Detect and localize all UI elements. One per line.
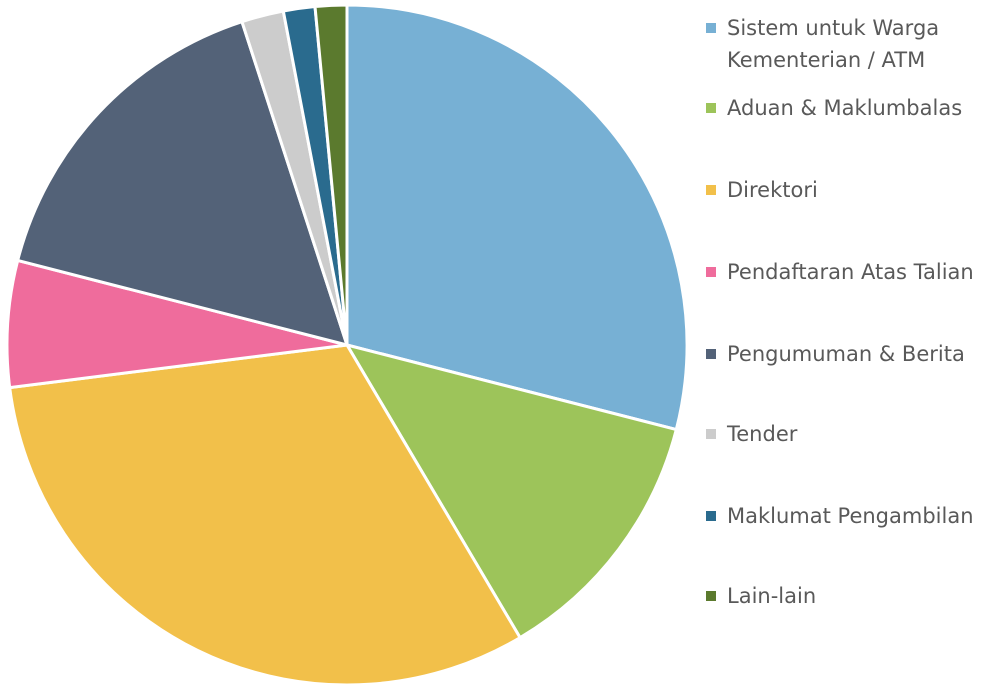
legend-entry: Maklumat Pengambilan [706, 500, 976, 532]
legend-entry: Pendaftaran Atas Talian [706, 256, 976, 288]
legend-swatch [706, 429, 716, 439]
legend-swatch [706, 185, 716, 195]
pie-slice [345, 3, 689, 432]
legend-label: Direktori [727, 178, 818, 202]
legend-entry: Tender [706, 418, 976, 450]
legend-entry: Sistem untuk Warga Kementerian / ATM [706, 12, 976, 76]
legend-swatch [706, 511, 716, 521]
legend-swatch [706, 349, 716, 359]
legend-swatch [706, 23, 716, 33]
pie-slice [313, 3, 349, 346]
legend-label: Pengumuman & Berita [727, 342, 965, 366]
pie-slice [15, 19, 350, 348]
pie-slice [8, 343, 523, 684]
pie-slice [5, 258, 348, 390]
legend-entry: Pengumuman & Berita [706, 338, 976, 370]
pie-slice [343, 342, 679, 640]
legend-label: Maklumat Pengambilan [727, 504, 974, 528]
legend-label: Sistem untuk Warga Kementerian / ATM [727, 16, 940, 72]
pie [5, 3, 689, 684]
legend-label: Pendaftaran Atas Talian [727, 260, 974, 284]
legend-swatch [706, 591, 716, 601]
legend-swatch [706, 267, 716, 277]
legend-swatch [706, 103, 716, 113]
legend-label: Lain-lain [727, 584, 817, 608]
legend-entry: Aduan & Maklumbalas [706, 92, 976, 124]
legend-entry: Direktori [706, 174, 976, 206]
legend-label: Tender [727, 422, 798, 446]
legend-entry: Lain-lain [706, 580, 976, 612]
legend-label: Aduan & Maklumbalas [727, 96, 963, 120]
